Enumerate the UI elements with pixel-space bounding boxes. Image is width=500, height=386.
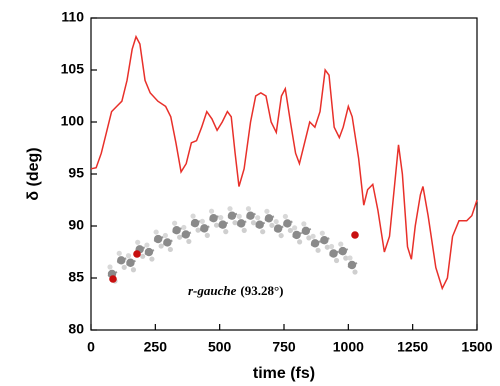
atom-h [269,223,274,228]
atom-h [329,244,334,249]
annotation: r-gauche(93.28°) [188,283,284,298]
atom-h [218,215,223,220]
atom-h [242,228,247,233]
atom [209,214,217,222]
atom-h [334,258,339,263]
atom-h [205,233,210,238]
atom [339,247,347,255]
atom-h [159,243,164,248]
atom-h [163,233,168,238]
atom-h [246,206,251,211]
atom-h [255,215,260,220]
x-tick-label: 0 [87,339,95,355]
atom-h [232,220,237,225]
atom [182,230,190,238]
atom-h [310,234,315,239]
x-axis-title: time (fs) [253,365,315,382]
atom [265,214,273,222]
atom-h [352,269,357,274]
atom [302,227,310,235]
atom [163,238,171,246]
atom [274,224,282,232]
annotation-angle: (93.28°) [240,283,283,298]
atom-h [297,239,302,244]
atom [154,235,162,243]
y-tick-label: 95 [68,165,84,181]
atom-h [195,228,200,233]
atom-h [131,267,136,272]
atom [200,224,208,232]
atom-h [251,220,256,225]
atom-h [283,214,288,219]
atom [311,239,319,247]
atom-h [200,219,205,224]
atom-h [126,253,131,258]
y-tick-label: 80 [68,321,84,337]
atom-h [264,209,269,214]
atom-o [133,250,141,258]
atom-h [214,223,219,228]
atom-h [107,264,112,269]
atom [246,212,254,220]
molecule-illustration [107,206,358,284]
chart: r-gauche(93.28°) time (fs) δ (deg) 80 85 9… [0,0,500,386]
atom [117,256,125,264]
atom-h [292,225,297,230]
atom [191,219,199,227]
atom-h [227,206,232,211]
atom [255,221,263,229]
atom [145,248,153,256]
atom-h [209,209,214,214]
annotation-conformer: r-gauche [188,283,237,298]
atom [172,226,180,234]
y-tick-label: 105 [61,61,85,77]
x-tick-label: 1500 [461,339,492,355]
atom [329,249,337,257]
atom [292,231,300,239]
atom-h [274,219,279,224]
atom-h [144,242,149,247]
atom-h [260,229,265,234]
atom-h [117,251,122,256]
y-tick-label: 85 [68,269,84,285]
y-tick-label: 110 [61,9,84,25]
x-tick-label: 250 [144,339,168,355]
atom-h [190,214,195,219]
y-tick-label: 90 [68,217,84,233]
atom-h [154,229,159,234]
x-tick-label: 1250 [397,339,428,355]
plot-frame [91,18,477,330]
atom-h [279,233,284,238]
atom-h [177,235,182,240]
atom-h [320,231,325,236]
x-tick-label: 750 [272,339,296,355]
atom-h [135,240,140,245]
atom-h [140,254,145,259]
atom-h [172,221,177,226]
atom [283,219,291,227]
x-tick-label: 1000 [333,339,364,355]
atom [126,259,134,267]
atom-h [122,265,127,270]
y-axis-title: δ (deg) [25,147,42,200]
atom-o [351,231,359,239]
atom [237,219,245,227]
atom-h [168,247,173,252]
atom-h [237,214,242,219]
atom [228,211,236,219]
atom-h [223,229,228,234]
atom-h [347,255,352,260]
atom [219,220,227,228]
atom-h [186,239,191,244]
atom [348,261,356,269]
x-tick-label: 500 [208,339,232,355]
atom-h [149,256,154,261]
atom-o [109,275,117,283]
atom-h [315,248,320,253]
y-tick-label: 100 [61,113,85,129]
atom-h [338,242,343,247]
atom [320,236,328,244]
atom-h [181,225,186,230]
atom-h [301,221,306,226]
